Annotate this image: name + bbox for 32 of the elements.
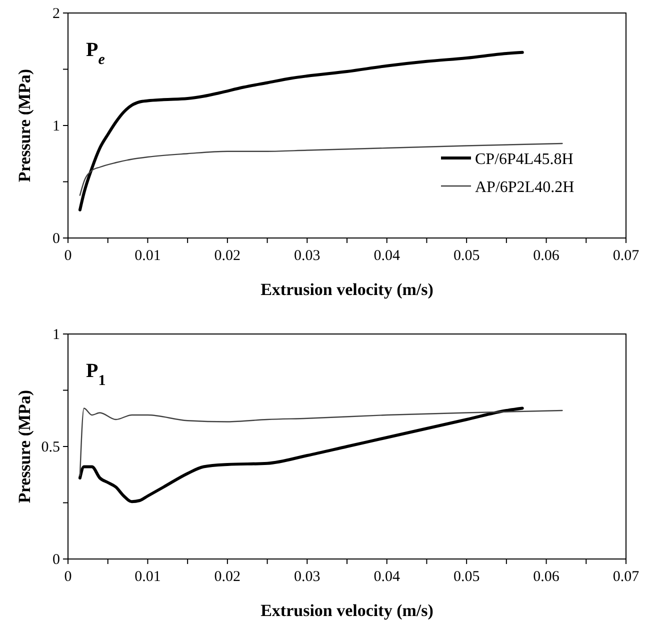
x-axis-title: Extrusion velocity (m/s): [260, 280, 434, 299]
line-series: [78, 406, 524, 504]
annotation: P$_{e}$: [86, 39, 106, 68]
line-series: [79, 408, 563, 476]
x-axis-title: Extrusion velocity (m/s): [260, 601, 434, 620]
x-tick-label: 0.05: [453, 569, 480, 585]
x-tick-label: 0.01: [134, 248, 161, 264]
annotation: P$_{1}$: [86, 360, 106, 389]
y-tick-label: 0: [52, 552, 60, 568]
y-tick-label: 0.5: [41, 440, 60, 456]
x-tick-label: 0.03: [294, 569, 320, 585]
y-axis-title: Pressure (MPa): [15, 68, 34, 182]
x-tick-label: 0.03: [294, 248, 320, 264]
x-tick-label: 0.02: [214, 569, 241, 585]
x-tick-label: 0.07: [612, 248, 640, 264]
legend-label: CP/6P4L45.8H: [475, 151, 574, 168]
y-tick-label: 2: [52, 6, 60, 22]
y-tick-label: 1: [52, 327, 60, 343]
y-tick-label: 0: [52, 231, 60, 247]
legend-label: AP/6P2L40.2H: [475, 179, 575, 196]
y-axis-title: Pressure (MPa): [15, 390, 34, 504]
x-tick-label: 0.06: [533, 569, 560, 585]
y-tick-label: 1: [52, 118, 60, 134]
x-tick-label: 0.04: [374, 248, 400, 264]
x-tick-label: 0.05: [453, 248, 480, 264]
x-tick-label: 0.02: [214, 248, 241, 264]
x-tick-label: 0: [64, 248, 72, 264]
x-tick-label: 0.06: [533, 248, 560, 264]
x-tick-label: 0.07: [612, 569, 640, 585]
x-tick-label: 0.04: [374, 569, 400, 585]
x-tick-label: 0.01: [134, 569, 161, 585]
x-tick-label: 0: [64, 569, 72, 585]
